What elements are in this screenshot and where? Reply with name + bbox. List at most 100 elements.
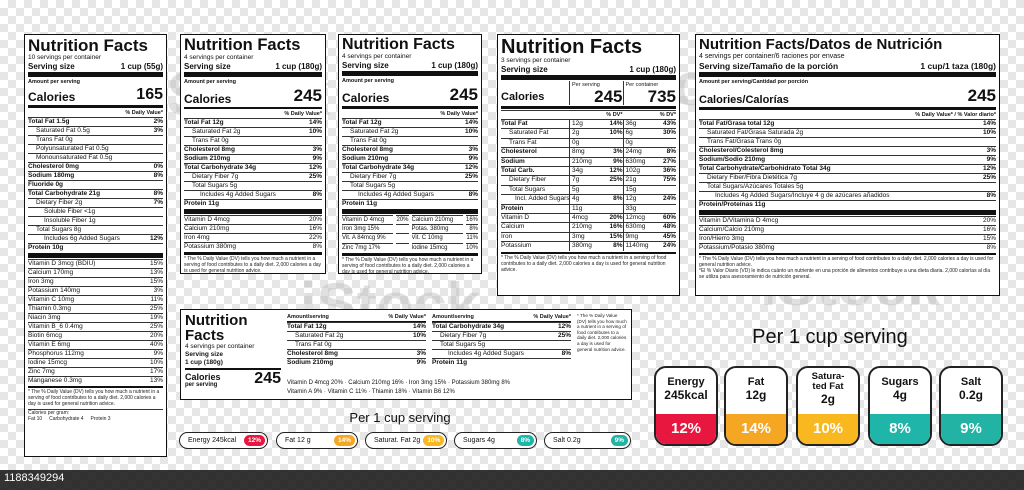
nutrient-label: Dietary Fiber 7g	[350, 172, 397, 180]
nutrient-value: 16%	[595, 222, 623, 231]
nutrient-label: Total Carbohydrate 34g	[342, 163, 415, 171]
nutrient-dv: 40%	[149, 340, 163, 348]
pill-label: Salt 0.2g	[553, 437, 581, 444]
nutrient-row: Thiamin 0.3mg 25%	[28, 303, 163, 313]
nutrient-row: Total Sugars 5g	[432, 340, 571, 349]
nutrient-value: 4mcg	[569, 212, 596, 223]
nutrient-value: 630mg	[622, 156, 650, 166]
nutrient-row: Calcium/Calcio 210mg 16%	[699, 224, 996, 234]
nutrient-dv: 12%	[464, 163, 478, 171]
label-title: Nutrition Facts	[342, 36, 455, 53]
footnote-spanish: *El % Valor Diario (VD) le indica cuánto…	[699, 268, 991, 280]
nutrient-label: Vitamin D 3mcg (BDIU)	[28, 259, 96, 267]
nutrient-value: 45%	[649, 231, 676, 241]
dv-header: % DV*	[649, 109, 676, 119]
nutrient-value	[649, 203, 676, 213]
nutrient-value: 36%	[649, 165, 676, 175]
nutrient-row: Total Carbohydrate 21g 8%	[28, 188, 163, 198]
nutrient-row: Cholesterol 8mg 3%	[287, 349, 426, 358]
nutrient-row: Cholesterol 0mg 0%	[28, 161, 163, 171]
nutrient-value: 24%	[649, 194, 676, 203]
nutrient-row: Saturated Fat 2g 10%	[184, 127, 322, 136]
dv-header: % Daily Value* / % Valor diario*	[915, 111, 996, 118]
nutrient-row: Cholesterol 8mg 3%	[342, 144, 478, 154]
nutrient-row: Includes 4g Added Sugars 8%	[342, 189, 478, 199]
nutrient-dv: 14%	[982, 119, 996, 127]
nutrient-badge: Satura-ted Fat 2g 10%	[796, 366, 860, 446]
vitamin-cell: 11%	[465, 233, 478, 242]
nutrient-row: Biotin 6mcg 20%	[28, 330, 163, 340]
nutrient-row: Includes 6g Added Sugars 12%	[28, 233, 163, 243]
nutrient-row: Dietary Fiber 7g 25%	[184, 172, 322, 181]
nutrient-label: Protein 11g	[432, 359, 468, 366]
footnote: * The % Daily Value (DV) tells you how m…	[699, 256, 994, 268]
nutrient-row: Iron/Hierro 3mg 15%	[699, 233, 996, 243]
nutrient-label: Dietary Fiber 2g	[36, 198, 83, 206]
nutrient-value: 3mg	[569, 231, 596, 242]
pill-label: Saturat. Fat 2g	[374, 437, 421, 444]
nutrient-pill: Energy 245kcal 12%	[179, 432, 268, 449]
nutrient-label: Trans Fat 0g	[36, 135, 73, 143]
nutrient-dv: 9%	[153, 349, 163, 357]
label-title: Nutrition Facts	[28, 36, 148, 55]
nutrient-dv: 2%	[153, 117, 163, 125]
nutrient-value: 2g	[569, 128, 596, 138]
badge-name: Salt	[960, 376, 982, 388]
servings-per-container: 10 servings per container	[28, 54, 101, 61]
nutrient-row: Calcium 170mg 13%	[28, 267, 163, 277]
per-container-header: Per container	[625, 82, 659, 88]
nutrient-row: Manganese 0.3mg 13%	[28, 375, 163, 385]
nutrient-dv: 10%	[308, 128, 322, 135]
vitamin-cell	[396, 233, 409, 242]
nutrient-row: Vitamin C 10mg 11%	[28, 294, 163, 304]
nutrient-value: 14%	[595, 118, 623, 128]
nutrition-label-bilingual: Nutrition Facts/Datos de Nutrición 4 ser…	[695, 34, 1000, 296]
nutrient-label: Includes 4g Added Sugars	[358, 190, 434, 198]
nutrient-dv: 25%	[149, 304, 163, 312]
nutrient-label: Trans Fat/Grasa Trans 0g	[707, 137, 782, 145]
nutrient-row: Sodium 210mg 9%	[287, 358, 426, 367]
nutrient-dv: 14%	[464, 118, 478, 126]
nutrient-row: Total Sugars 5g	[184, 181, 322, 190]
nutrient-value: 12g	[569, 118, 596, 129]
nutrient-value	[595, 137, 623, 147]
servings-per-container: 4 servings per container	[342, 53, 412, 60]
nutrient-label: Includes 4g Added Sugars/Incluye 4 g de …	[715, 191, 890, 199]
nutrient-pill: Sugars 4g 8%	[454, 432, 537, 449]
nutrient-label: Cholesterol 8mg	[287, 350, 338, 357]
nutrient-badge: Salt 0.2g 9%	[939, 366, 1003, 446]
nutrient-pill: Fat 12 g 14%	[276, 432, 358, 449]
nutrient-row: Total Sugars 8g	[28, 224, 163, 234]
vitamin-cell: 8%	[465, 223, 478, 233]
nutrient-label: Dietary Fiber 7g	[192, 173, 239, 180]
nutrient-label: Trans Fat	[501, 137, 569, 147]
serving-size-label: Serving size	[342, 61, 389, 70]
nutrient-value: 102g	[622, 165, 650, 176]
calories-value: 245	[293, 85, 322, 105]
big-badges-caption: Per 1 cup serving	[752, 326, 908, 348]
badge-value: 0.2g	[958, 388, 983, 402]
nutrient-label: Sodium	[501, 156, 569, 166]
nutrient-value: 30%	[649, 128, 676, 137]
nutrient-value: 12mcg	[622, 212, 650, 223]
vitamin-cell: 16%	[465, 214, 478, 223]
nutrient-badge: Fat 12g 14%	[724, 366, 788, 446]
nutrient-label: Total Carbohydrate 34g	[184, 164, 257, 171]
dv-header: % Daily Value*	[284, 111, 322, 117]
nutrient-label: Vitamin E 6mg	[28, 340, 71, 348]
vitamin-cell: Iron 3mg 15%	[342, 223, 394, 233]
nutrient-label: Saturated Fat 2g	[192, 128, 241, 135]
nutrient-label: Protein 10g	[28, 243, 64, 251]
nutrient-label: Includes 4g Added Sugars	[448, 350, 524, 357]
nutrient-label: Iron	[501, 231, 569, 241]
pill-percent: 14%	[333, 435, 355, 446]
nutrient-label: Protein 11g	[184, 200, 220, 207]
nutrient-dv: 15%	[982, 234, 996, 242]
nutrient-label: Saturated Fat 0.5g	[36, 126, 90, 134]
nutrient-value: 3%	[595, 147, 623, 156]
nutrient-dv: 3%	[468, 145, 478, 153]
nutrient-row: Total Fat 12g 14%	[184, 118, 322, 127]
nutrient-dv: 14%	[412, 323, 426, 330]
calories-label: Calories	[342, 91, 390, 105]
amount-per-serving: Amount per serving/Cantidad por porción	[699, 79, 809, 85]
